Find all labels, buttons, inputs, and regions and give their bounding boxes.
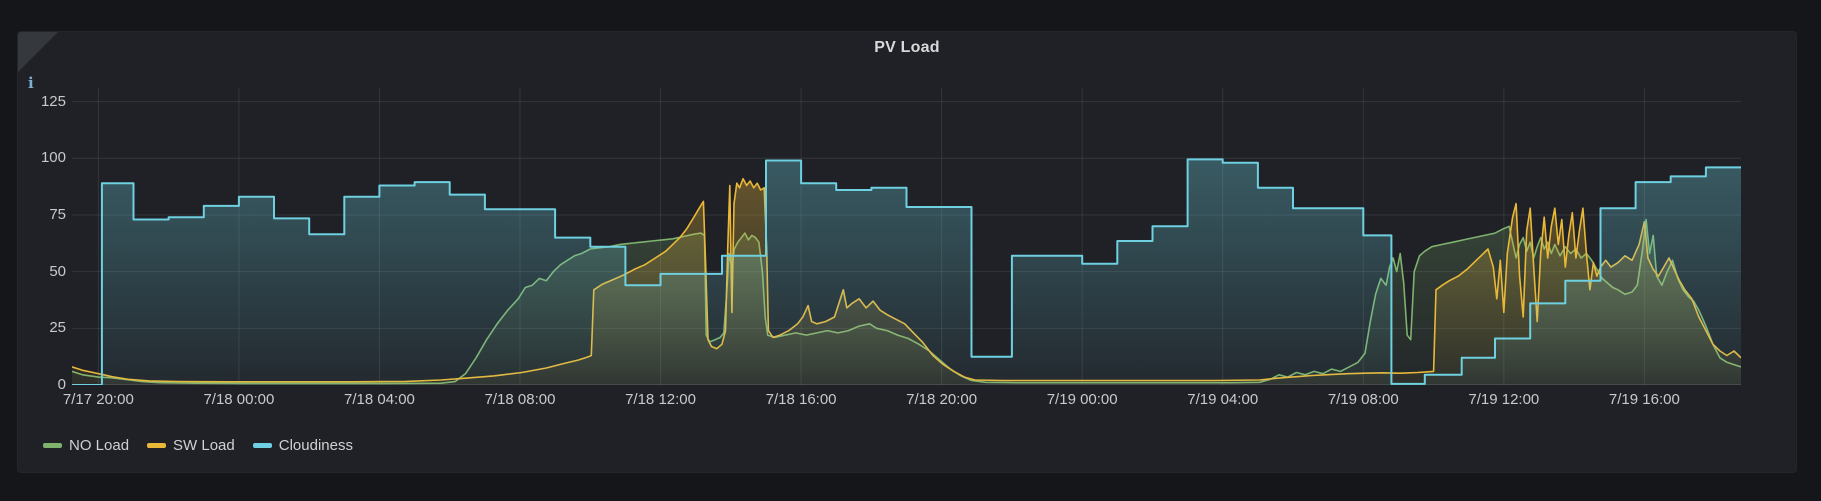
x-tick-label: 7/19 16:00 xyxy=(1608,391,1680,408)
x-tick-label: 7/18 16:00 xyxy=(765,391,837,408)
graph-panel: i PV Load 0 25 50 75 100 125 7/17 20:00 7/18 0… xyxy=(18,32,1796,472)
x-tick-label: 7/18 04:00 xyxy=(343,391,415,408)
y-tick-label: 75 xyxy=(49,205,66,223)
legend-label: SW Load xyxy=(173,437,235,454)
legend-swatch-no-load-icon xyxy=(43,443,62,448)
x-tick-label: 7/18 20:00 xyxy=(906,391,978,408)
legend-swatch-sw-load-icon xyxy=(147,443,167,448)
x-tick-label: 7/19 00:00 xyxy=(1046,391,1118,408)
legend-label: Cloudiness xyxy=(278,437,353,454)
series-line-cloudiness xyxy=(72,158,1741,385)
y-tick-label: 100 xyxy=(40,149,66,167)
panel-info-corner[interactable]: i xyxy=(18,32,58,91)
x-tick-label: 7/17 20:00 xyxy=(62,391,134,408)
y-tick-label: 125 xyxy=(40,92,66,110)
y-tick-label: 0 xyxy=(57,376,66,393)
chart-plot-area[interactable]: 0 25 50 75 100 125 7/17 20:00 7/18 00:00 7/18 0… xyxy=(41,88,1741,408)
legend-label: NO Load xyxy=(69,437,130,454)
legend: NO Load SW Load Cloudiness xyxy=(43,437,353,454)
time-series-chart[interactable] xyxy=(72,88,1741,385)
info-icon: i xyxy=(28,74,34,92)
x-tick-label: 7/18 00:00 xyxy=(203,391,275,408)
legend-swatch-cloudiness-icon xyxy=(252,443,272,448)
x-tick-label: 7/19 12:00 xyxy=(1468,391,1540,408)
x-tick-label: 7/18 08:00 xyxy=(484,391,556,408)
y-tick-label: 50 xyxy=(49,262,66,280)
panel-title[interactable]: PV Load xyxy=(874,39,940,56)
legend-item-cloudiness[interactable]: Cloudiness xyxy=(252,437,353,454)
legend-item-no-load[interactable]: NO Load xyxy=(43,437,129,454)
x-tick-label: 7/18 12:00 xyxy=(625,391,696,408)
x-tick-label: 7/19 08:00 xyxy=(1327,391,1399,408)
legend-item-sw-load[interactable]: SW Load xyxy=(147,437,235,454)
series-area-cloudiness xyxy=(72,159,1741,385)
x-tick-label: 7/19 04:00 xyxy=(1187,391,1259,408)
y-tick-label: 25 xyxy=(49,319,66,337)
